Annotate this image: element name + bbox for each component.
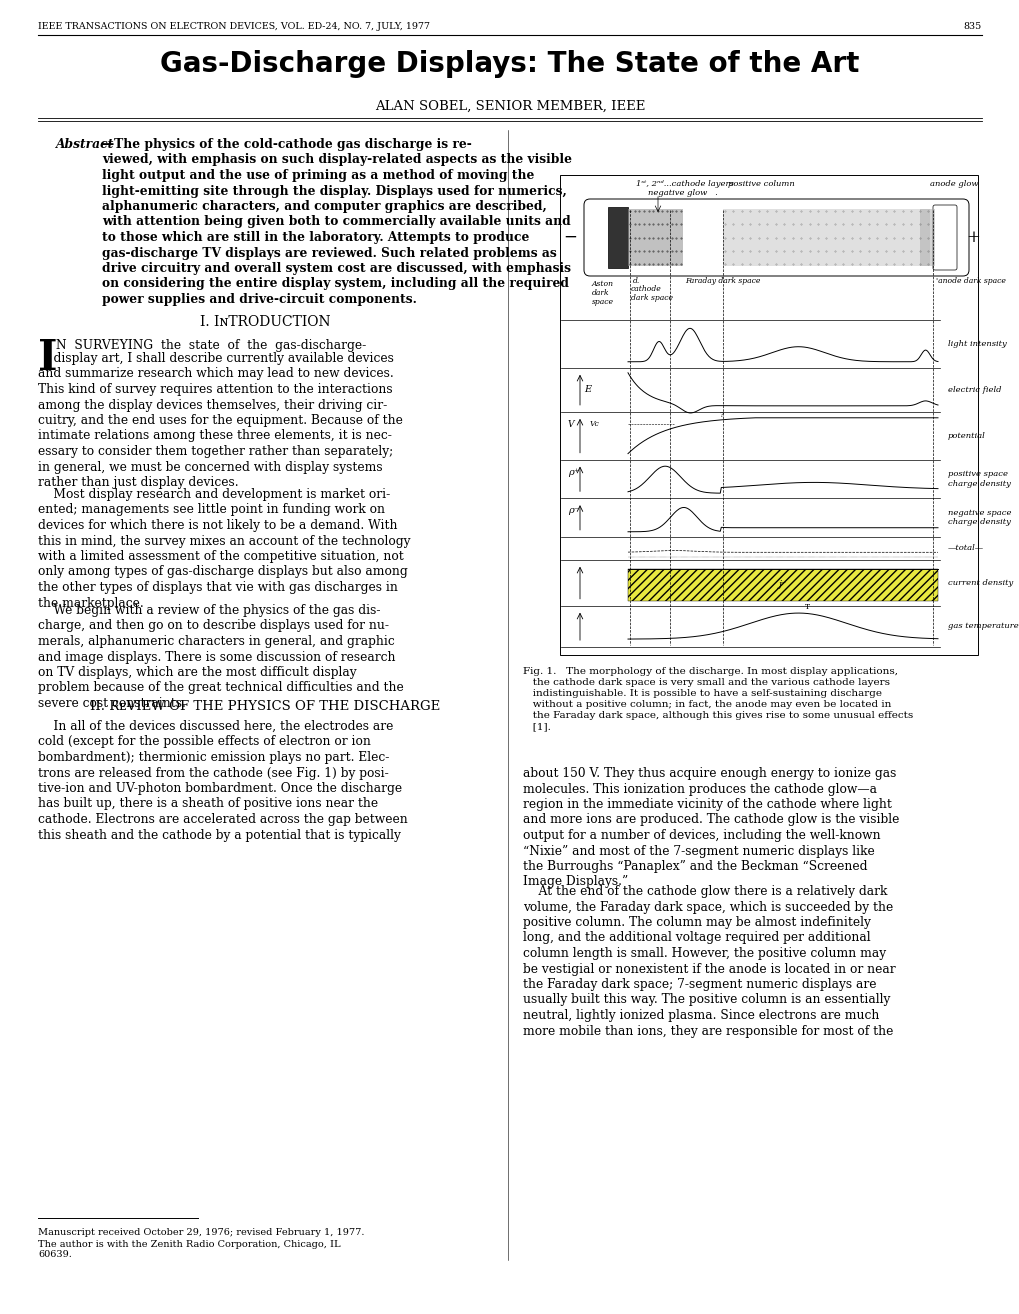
Text: T: T	[804, 603, 809, 611]
Text: Abstract: Abstract	[56, 138, 114, 151]
Text: positive space
charge density: positive space charge density	[947, 470, 1010, 487]
Text: At the end of the cathode glow there is a relatively dark
volume, the Faraday da: At the end of the cathode glow there is …	[523, 886, 895, 1038]
Bar	[722, 209, 929, 265]
Text: Most display research and development is market ori-
ented; managements see litt: Most display research and development is…	[38, 487, 410, 610]
Text: In all of the devices discussed here, the electrodes are
cold (except for the po: In all of the devices discussed here, th…	[38, 720, 408, 841]
Text: display art, I shall describe currently available devices
and summarize research: display art, I shall describe currently …	[38, 352, 403, 489]
Text: IEEE TRANSACTIONS ON ELECTRON DEVICES, VOL. ED-24, NO. 7, JULY, 1977: IEEE TRANSACTIONS ON ELECTRON DEVICES, V…	[38, 22, 430, 32]
Text: Aston
dark
space: Aston dark space	[591, 280, 613, 306]
Text: Fig. 1.   The morphology of the discharge. In most display applications,
   the : Fig. 1. The morphology of the discharge.…	[523, 668, 912, 732]
Text: II. RᴇVIEW OF THE PHYSICS OF THE DISCHARGE: II. RᴇVIEW OF THE PHYSICS OF THE DISCHAR…	[91, 700, 440, 714]
Text: 'anode dark space: 'anode dark space	[935, 277, 1005, 285]
Text: electric field: electric field	[947, 386, 1001, 394]
Text: V: V	[568, 420, 574, 428]
Text: about 150 V. They thus acquire enough energy to ionize gas
molecules. This ioniz: about 150 V. They thus acquire enough en…	[523, 767, 899, 888]
Bar	[559, 175, 977, 654]
Bar	[607, 208, 628, 268]
Text: ρ⁻: ρ⁻	[568, 506, 579, 515]
Text: ?: ?	[718, 411, 722, 419]
Text: cathode
dark space: cathode dark space	[631, 285, 673, 302]
Text: j⁻: j⁻	[779, 579, 787, 589]
Text: I: I	[38, 336, 57, 378]
Text: ρ⁺: ρ⁺	[568, 468, 579, 477]
Text: E: E	[584, 385, 591, 394]
Text: —total—: —total—	[947, 544, 983, 552]
Text: negative space
charge density: negative space charge density	[947, 509, 1011, 526]
Text: d.: d.	[633, 277, 640, 285]
Text: current density: current density	[947, 578, 1012, 587]
Text: gas temperature: gas temperature	[947, 623, 1018, 631]
Text: light intensity: light intensity	[947, 340, 1006, 348]
Text: ALAN SOBEL, SENIOR MEMBER, IEEE: ALAN SOBEL, SENIOR MEMBER, IEEE	[374, 100, 645, 113]
Text: potential: potential	[947, 432, 984, 440]
Text: 835: 835	[963, 22, 981, 32]
Text: Vc: Vc	[589, 420, 599, 428]
Text: anode glow: anode glow	[929, 180, 977, 188]
FancyBboxPatch shape	[584, 198, 968, 276]
Text: Manuscript received October 29, 1976; revised February 1, 1977.: Manuscript received October 29, 1976; re…	[38, 1229, 364, 1236]
Text: —The physics of the cold-cathode gas discharge is re-
viewed, with emphasis on s: —The physics of the cold-cathode gas dis…	[102, 138, 572, 306]
Text: We begin with a review of the physics of the gas dis-
charge, and then go on to : We begin with a review of the physics of…	[38, 604, 404, 710]
Text: Gas-Discharge Displays: The State of the Art: Gas-Discharge Displays: The State of the…	[160, 50, 859, 78]
Text: I. IɴTRODUCTION: I. IɴTRODUCTION	[200, 315, 330, 328]
Text: negative glow   .: negative glow .	[647, 189, 717, 197]
Text: positive column: positive column	[728, 180, 794, 188]
Bar	[919, 209, 934, 265]
Text: 1ˢᵗ, 2ⁿᵈ...cathode layers: 1ˢᵗ, 2ⁿᵈ...cathode layers	[636, 180, 733, 188]
FancyBboxPatch shape	[932, 205, 956, 269]
Text: +: +	[965, 229, 979, 246]
Text: Faraday dark space: Faraday dark space	[685, 277, 759, 285]
Text: N  SURVEYING  the  state  of  the  gas-discharge-: N SURVEYING the state of the gas-dischar…	[56, 339, 366, 352]
Text: −: −	[562, 229, 577, 246]
Bar	[628, 209, 683, 265]
Text: The author is with the Zenith Radio Corporation, Chicago, IL
60639.: The author is with the Zenith Radio Corp…	[38, 1240, 340, 1259]
